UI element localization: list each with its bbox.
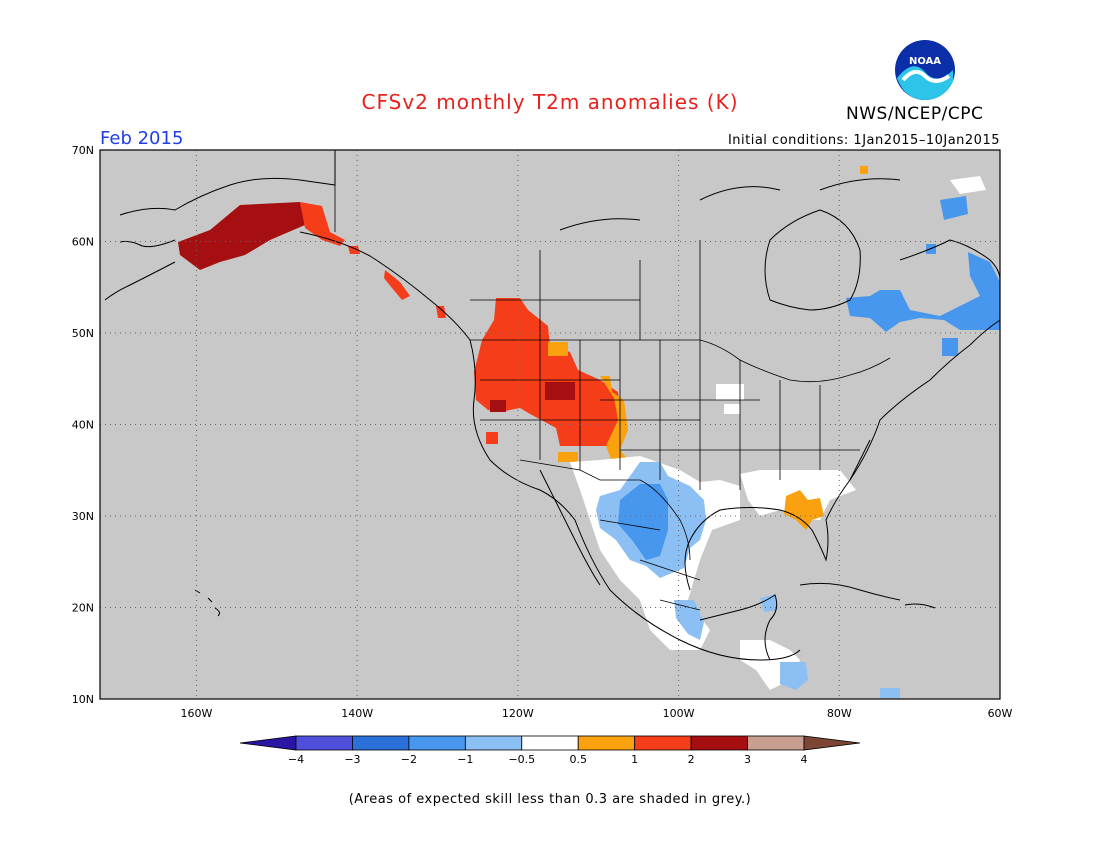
state-lines-west [539,340,661,480]
forecast-period: Feb 2015 [100,128,184,149]
us-mexico-border [519,459,691,561]
colorbar-low-arrow [239,735,297,751]
colorbar-tick-label: −1 [457,753,473,766]
gulf-coast [684,439,871,591]
alaska-strong-warm-region [178,202,305,270]
baja-coast [539,469,601,586]
southeast-warm-region [784,490,824,530]
colorbar-swatch [464,735,523,751]
lat-tick-label: 50N [72,327,94,340]
labrador-coast [899,239,1001,281]
caribbean-cold-patch [880,688,900,698]
colorado-orange-fringe [600,376,630,462]
oregon-strong-warm [490,400,506,412]
western-us-warm-region [474,298,622,446]
alaska-coastline [119,150,336,216]
lat-tick-label: 10N [72,693,94,706]
lat-tick-label: 40N [72,419,94,432]
colorbar-tick-label: −0.5 [508,753,535,766]
noaa-logo: NOAA [893,38,957,102]
colorbar-legend [239,735,861,751]
alaska-peninsula [104,261,176,301]
noaa-logo-text: NOAA [909,56,941,67]
central-america-cold [780,662,808,690]
alaska-warm-region [300,202,345,246]
canada-provinces [470,240,701,340]
us-canada-border [470,339,891,383]
colorbar-swatch [408,735,466,751]
yucatan-cold [760,594,778,612]
lon-tick-label: 120W [502,707,534,720]
nevada-warm [486,432,498,444]
bc-islands-warm [436,306,446,318]
lat-tick-label: 60N [72,236,94,249]
lon-tick-label: 160W [180,707,212,720]
hispaniola-outline [904,603,936,609]
yucatan-coast [699,594,778,661]
agency-label: NWS/NCEP/CPC [846,104,984,124]
hudson-warm-patch [860,166,868,174]
texas-core-cold [618,484,668,560]
colorbar-swatch [352,735,410,751]
colorbar-swatch [634,735,692,751]
alaska-panhandle-warm [348,246,360,254]
skill-footnote: (Areas of expected skill less than 0.3 a… [348,792,752,807]
lon-tick-label: 140W [341,707,373,720]
initial-conditions: Initial conditions: 1Jan2015–10Jan2015 [727,133,1000,148]
baffin-cold-patch [940,196,968,220]
colorbar-tick-label: −4 [288,753,304,766]
colorbar-tick-label: 0.5 [569,753,587,766]
quebec-cold-region [846,290,1000,332]
colorbar-tick-labels: −4 −3 −2 −1 −0.5 0.5 1 2 3 4 [288,753,808,766]
newfoundland-cold-patch [942,338,958,356]
lon-tick-label: 80W [827,707,852,720]
longitude-labels: 160W 140W 120W 100W 80W 60W [180,707,1012,720]
colorbar-swatch [747,735,805,751]
colorbar-tick-label: −2 [401,753,417,766]
lon-tick-label: 100W [663,707,695,720]
bc-coast-warm [384,270,410,300]
colorbar-swatch [521,735,579,751]
idaho-strong-warm [545,382,575,400]
chart-title: CFSv2 monthly T2m anomalies (K) [361,90,739,114]
midwest-white [724,404,740,414]
colorbar-high-arrow [803,735,861,751]
lat-tick-label: 70N [72,144,94,157]
utah-orange-fringe [558,452,578,462]
great-lakes-white [716,384,744,400]
colorbar-swatch [577,735,636,751]
mexico-cold-patch [674,600,704,640]
latitude-labels: 70N 60N 50N 40N 30N 20N 10N [72,144,94,706]
east-coast [849,319,1001,481]
lat-tick-label: 30N [72,510,94,523]
lon-tick-label: 60W [988,707,1013,720]
arctic-islands [559,178,901,231]
map-grid [100,150,1000,699]
coastlines [104,150,1001,661]
labrador-cold-region [968,252,1000,296]
colorbar-swatch [295,735,353,751]
hudson-bay-coast [764,209,861,311]
map-frame [99,149,1001,700]
greenland-white-patch [950,176,986,194]
colorbar-tick-label: 4 [801,753,808,766]
hawaii-islands [194,589,220,617]
lat-tick-label: 20N [72,602,94,615]
colorbar-tick-label: −3 [344,753,360,766]
mexico-states [599,519,701,611]
colorbar-tick-label: 1 [631,753,638,766]
rockies-orange-fringe [548,342,568,356]
cuba-outline [799,582,901,601]
colorbar-tick-label: 2 [688,753,695,766]
colorbar-tick-label: 3 [744,753,751,766]
pacific-northwest-coast [299,231,801,661]
colorbar-swatch [690,735,748,751]
